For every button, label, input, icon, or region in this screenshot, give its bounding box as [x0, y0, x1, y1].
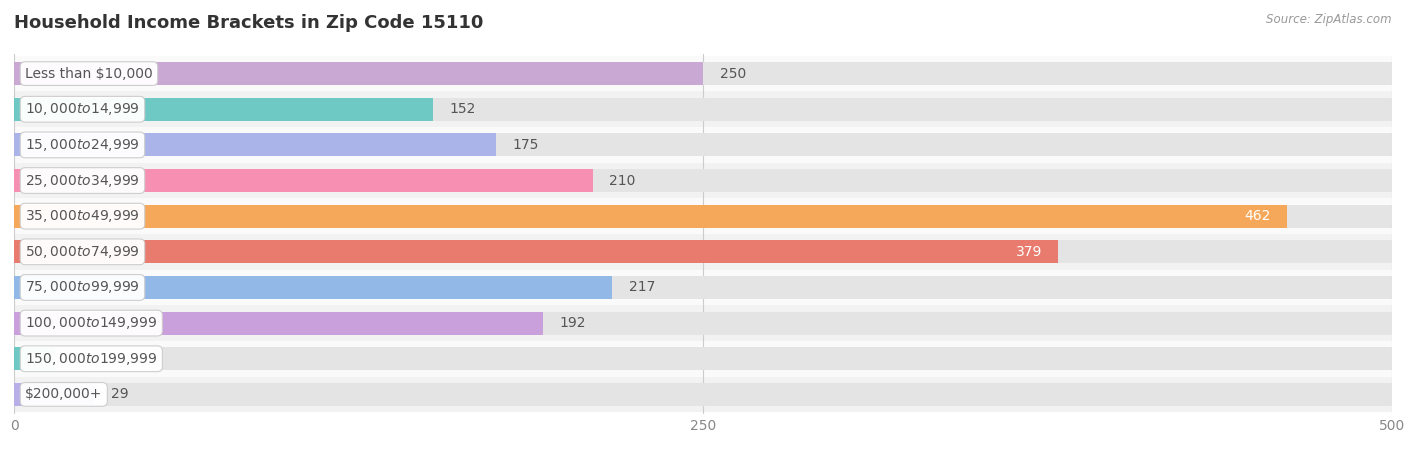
Text: Less than $10,000: Less than $10,000: [25, 67, 153, 81]
Bar: [14, 347, 55, 370]
Text: $35,000 to $49,999: $35,000 to $49,999: [25, 208, 139, 224]
Text: 379: 379: [1015, 245, 1042, 259]
Text: $10,000 to $14,999: $10,000 to $14,999: [25, 101, 139, 117]
Bar: [14, 98, 1392, 121]
Text: $15,000 to $24,999: $15,000 to $24,999: [25, 137, 139, 153]
Bar: [14, 240, 1059, 263]
Text: 29: 29: [111, 387, 128, 401]
Bar: [14, 98, 433, 121]
Bar: [14, 377, 1392, 412]
Bar: [14, 311, 1392, 335]
Text: $75,000 to $99,999: $75,000 to $99,999: [25, 279, 139, 296]
Text: $25,000 to $34,999: $25,000 to $34,999: [25, 172, 139, 189]
Bar: [14, 383, 94, 406]
Text: Source: ZipAtlas.com: Source: ZipAtlas.com: [1267, 14, 1392, 27]
Bar: [14, 305, 1392, 341]
Text: $100,000 to $149,999: $100,000 to $149,999: [25, 315, 157, 331]
Bar: [14, 347, 1392, 370]
Bar: [14, 276, 1392, 299]
Bar: [14, 270, 1392, 305]
Bar: [14, 133, 496, 157]
Bar: [14, 163, 1392, 198]
Text: 462: 462: [1244, 209, 1271, 223]
Bar: [14, 91, 1392, 127]
Bar: [14, 198, 1392, 234]
Text: 152: 152: [450, 102, 475, 116]
Bar: [14, 234, 1392, 270]
Bar: [14, 311, 543, 335]
Text: 210: 210: [609, 174, 636, 188]
Bar: [14, 383, 1392, 406]
Bar: [14, 127, 1392, 163]
Bar: [14, 56, 1392, 91]
Bar: [14, 133, 1392, 157]
Bar: [14, 341, 1392, 377]
Text: 192: 192: [560, 316, 586, 330]
Bar: [14, 169, 1392, 192]
Text: 250: 250: [720, 67, 745, 81]
Text: $50,000 to $74,999: $50,000 to $74,999: [25, 244, 139, 260]
Bar: [14, 240, 1392, 263]
Bar: [14, 62, 703, 85]
Bar: [14, 276, 612, 299]
Text: 217: 217: [628, 280, 655, 294]
Text: $200,000+: $200,000+: [25, 387, 103, 401]
Text: Household Income Brackets in Zip Code 15110: Household Income Brackets in Zip Code 15…: [14, 14, 484, 32]
Bar: [14, 205, 1392, 228]
Bar: [14, 205, 1288, 228]
Text: 15: 15: [72, 352, 90, 366]
Text: $150,000 to $199,999: $150,000 to $199,999: [25, 351, 157, 367]
Bar: [14, 169, 593, 192]
Bar: [14, 62, 1392, 85]
Text: 175: 175: [513, 138, 540, 152]
